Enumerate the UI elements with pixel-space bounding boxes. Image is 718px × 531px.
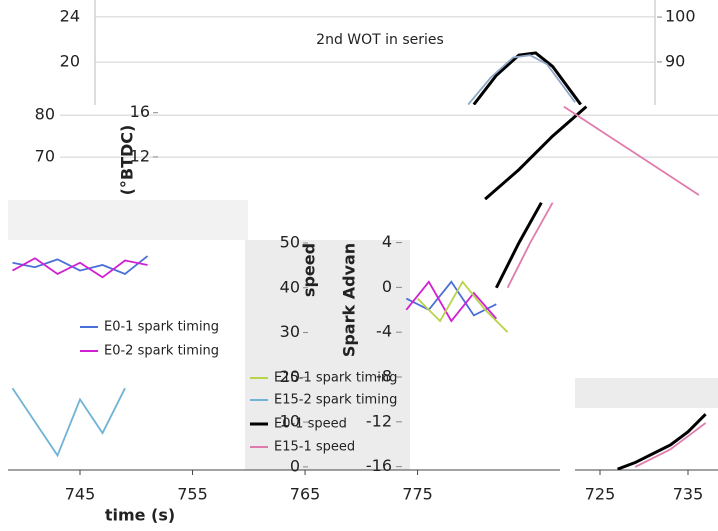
series-line: [11, 387, 126, 458]
y2-tick-label: 90: [665, 51, 685, 70]
series-line: [494, 201, 543, 289]
x-axis-label: time (s): [105, 506, 175, 525]
y-tick-label: -8: [376, 367, 392, 386]
legend-label: E15-1 speed: [274, 440, 355, 455]
legend-label: E0-1 spark timing: [104, 320, 219, 335]
y-tick-label: -4: [376, 322, 392, 341]
series-line: [563, 105, 700, 196]
series-line: [484, 105, 588, 200]
y2-tick-label: 20: [280, 367, 300, 386]
series-line: [12, 257, 498, 323]
y2-axis-label: (°BTDC): [118, 125, 137, 196]
y2-tick-label: 0: [290, 456, 300, 475]
legend-label: E15-2 spark timing: [274, 393, 397, 408]
series-line: [416, 280, 509, 333]
y2-tick-label: 50: [280, 232, 300, 251]
y-tick-label: 4: [382, 232, 392, 251]
y2-tick-label: 30: [280, 322, 300, 341]
series-line: [617, 413, 707, 470]
series-line: [467, 54, 576, 105]
x-tick-label: 745: [65, 485, 96, 504]
y-tick-label: 0: [382, 277, 392, 296]
y2-axis-label: speed: [300, 243, 319, 297]
x-tick-label: 775: [402, 485, 433, 504]
y2-tick-label: 100: [665, 7, 696, 26]
y-tick-label: 20: [60, 52, 80, 71]
series-line: [634, 422, 707, 468]
glitch-band: [8, 200, 248, 240]
x-tick-label: 725: [585, 485, 616, 504]
y-axis-label: Spark Advan: [340, 243, 359, 357]
plot-area: [11, 201, 554, 458]
y-tick-label: 80: [35, 105, 55, 124]
x-tick-label: 755: [177, 485, 208, 504]
series-line: [12, 255, 497, 317]
x-tick-label: 735: [673, 485, 704, 504]
plot-area: [467, 51, 582, 105]
x-tick-label: 765: [290, 485, 321, 504]
y2-tick-label: 12: [130, 146, 150, 165]
glitch-band: [245, 240, 410, 470]
y-tick-label: 70: [35, 147, 55, 166]
y-tick-label: -12: [366, 411, 392, 430]
legend-label: E0-1 speed: [274, 417, 347, 432]
y-tick-label: 24: [60, 6, 80, 25]
y-tick-label: -16: [366, 456, 392, 475]
y2-tick-label: 40: [280, 277, 300, 296]
legend-label: E15-1 spark timing: [274, 371, 397, 386]
glitch-band: [575, 378, 718, 408]
chart-title: 2nd WOT in series: [316, 32, 444, 48]
plot-area: [617, 413, 707, 470]
y2-tick-label: 16: [130, 102, 150, 121]
plot-area: [484, 105, 700, 200]
series-line: [472, 51, 582, 105]
series-line: [506, 202, 554, 289]
legend-label: E0-2 spark timing: [104, 344, 219, 359]
y2-tick-label: 10: [280, 412, 300, 431]
